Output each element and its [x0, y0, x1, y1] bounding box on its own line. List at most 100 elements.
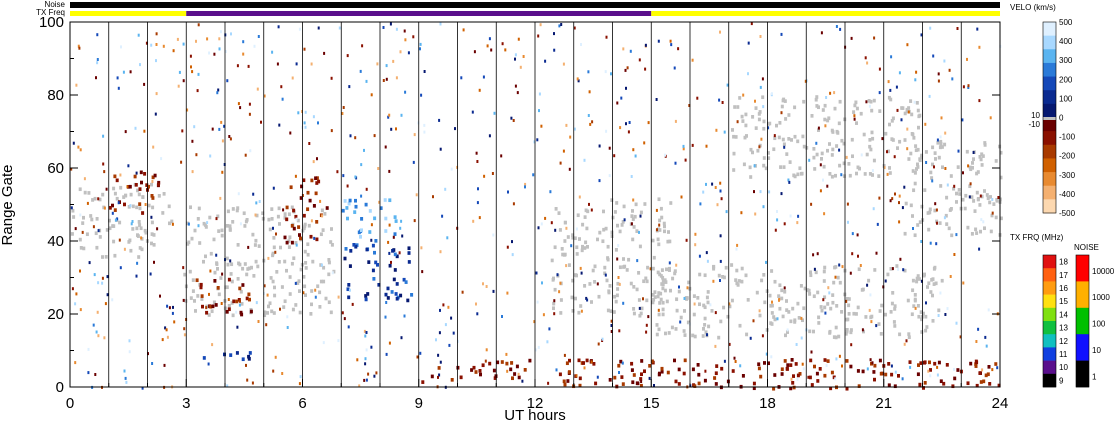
scatter-cell — [230, 279, 234, 284]
scatter-cell — [327, 272, 331, 277]
scatter-cell — [955, 321, 958, 325]
scatter-cell — [783, 286, 786, 290]
scatter-cell — [155, 32, 158, 36]
scatter-cell — [258, 200, 261, 203]
scatter-cell — [758, 145, 761, 149]
scatter-cell — [144, 230, 148, 235]
scatter-cell — [732, 168, 736, 172]
scatter-cell — [608, 378, 612, 382]
x-axis: 0 3 6 9 12 15 18 21 24 — [66, 379, 1008, 412]
scatter-cell — [552, 306, 555, 311]
scatter-cell — [282, 305, 286, 309]
scatter-cell — [893, 155, 896, 159]
scatter-cell — [663, 288, 667, 293]
scatter-cell — [634, 154, 637, 158]
scatter-cell — [868, 172, 872, 176]
scatter-cell — [814, 270, 818, 275]
scatter-cell — [591, 268, 595, 273]
scatter-cell — [913, 181, 917, 186]
scatter-cell — [886, 172, 889, 176]
scatter-cell — [220, 228, 224, 233]
scatter-cell — [488, 134, 491, 138]
scatter-cell — [978, 45, 981, 49]
scatter-cell — [188, 269, 192, 274]
scatter-cell — [79, 148, 82, 152]
scatter-cell — [71, 287, 74, 291]
scatter-cell — [304, 261, 308, 265]
scatter-cell — [734, 278, 738, 282]
scatter-cell — [901, 106, 905, 110]
scatter-cell — [613, 154, 616, 158]
scatter-cell — [181, 129, 184, 133]
scatter-cell — [323, 212, 327, 216]
scatter-cell — [933, 208, 937, 213]
scatter-cell — [394, 219, 398, 223]
scatter-cell — [878, 309, 882, 313]
scatter-cell — [347, 325, 350, 329]
scatter-cell — [290, 224, 294, 228]
scatter-cell — [320, 263, 323, 267]
scatter-cell — [774, 228, 777, 232]
scatter-cell — [538, 109, 540, 113]
scatter-cell — [413, 219, 416, 223]
scatter-cell — [887, 80, 890, 84]
scatter-cell — [226, 262, 230, 267]
scatter-cell — [778, 298, 780, 302]
scatter-cell — [292, 208, 296, 213]
scatter-cell — [698, 272, 702, 277]
scatter-cell — [984, 335, 987, 339]
scatter-cell — [254, 259, 258, 264]
scatter-cell — [941, 165, 944, 170]
scatter-cell — [931, 179, 934, 183]
scatter-cell — [984, 373, 988, 378]
scatter-cell — [394, 292, 398, 296]
scatter-cell — [800, 336, 803, 340]
scatter-cell — [245, 363, 247, 367]
scatter-cell — [800, 316, 803, 320]
scatter-cell — [645, 330, 648, 334]
scatter-cell — [166, 304, 169, 308]
scatter-cell — [741, 119, 745, 123]
scatter-cell — [719, 181, 722, 185]
scatter-cell — [150, 220, 154, 225]
scatter-cell — [327, 260, 331, 265]
scatter-cell — [651, 266, 655, 271]
scatter-cell — [74, 302, 77, 306]
scatter-cell — [407, 260, 411, 264]
scatter-cell — [985, 344, 988, 348]
scatter-cell — [682, 144, 685, 148]
scatter-cell — [635, 229, 639, 233]
scatter-cell — [834, 173, 837, 178]
scatter-cell — [926, 285, 929, 289]
scatter-cell — [349, 249, 353, 253]
scatter-cell — [740, 279, 744, 284]
scatter-cell — [810, 383, 814, 387]
scatter-cell — [820, 308, 824, 313]
velocity-color-swatch — [1043, 199, 1056, 214]
scatter-cell — [803, 286, 807, 291]
scatter-cell — [802, 144, 806, 149]
scatter-cell — [828, 172, 832, 176]
scatter-cell — [150, 194, 154, 198]
scatter-cell — [915, 70, 918, 74]
scatter-cell — [630, 214, 634, 218]
scatter-cell — [404, 90, 407, 94]
scatter-cell — [580, 248, 584, 253]
scatter-cell — [661, 282, 665, 287]
noise-color-swatch — [1076, 334, 1089, 361]
scatter-cell — [896, 146, 899, 150]
scatter-cell — [982, 379, 986, 384]
scatter-cell — [311, 259, 315, 264]
scatter-cell — [616, 101, 619, 105]
scatter-cell — [785, 152, 789, 156]
noise-tick-label: 1000 — [1092, 293, 1110, 302]
scatter-cell — [151, 205, 155, 210]
scatter-cell — [129, 70, 132, 74]
scatter-cell — [239, 299, 241, 303]
scatter-cell — [439, 250, 442, 254]
scatter-cell — [303, 47, 306, 51]
scatter-cell — [450, 378, 454, 382]
scatter-cell — [248, 102, 251, 106]
scatter-cell — [955, 233, 958, 237]
scatter-cell — [504, 48, 507, 52]
